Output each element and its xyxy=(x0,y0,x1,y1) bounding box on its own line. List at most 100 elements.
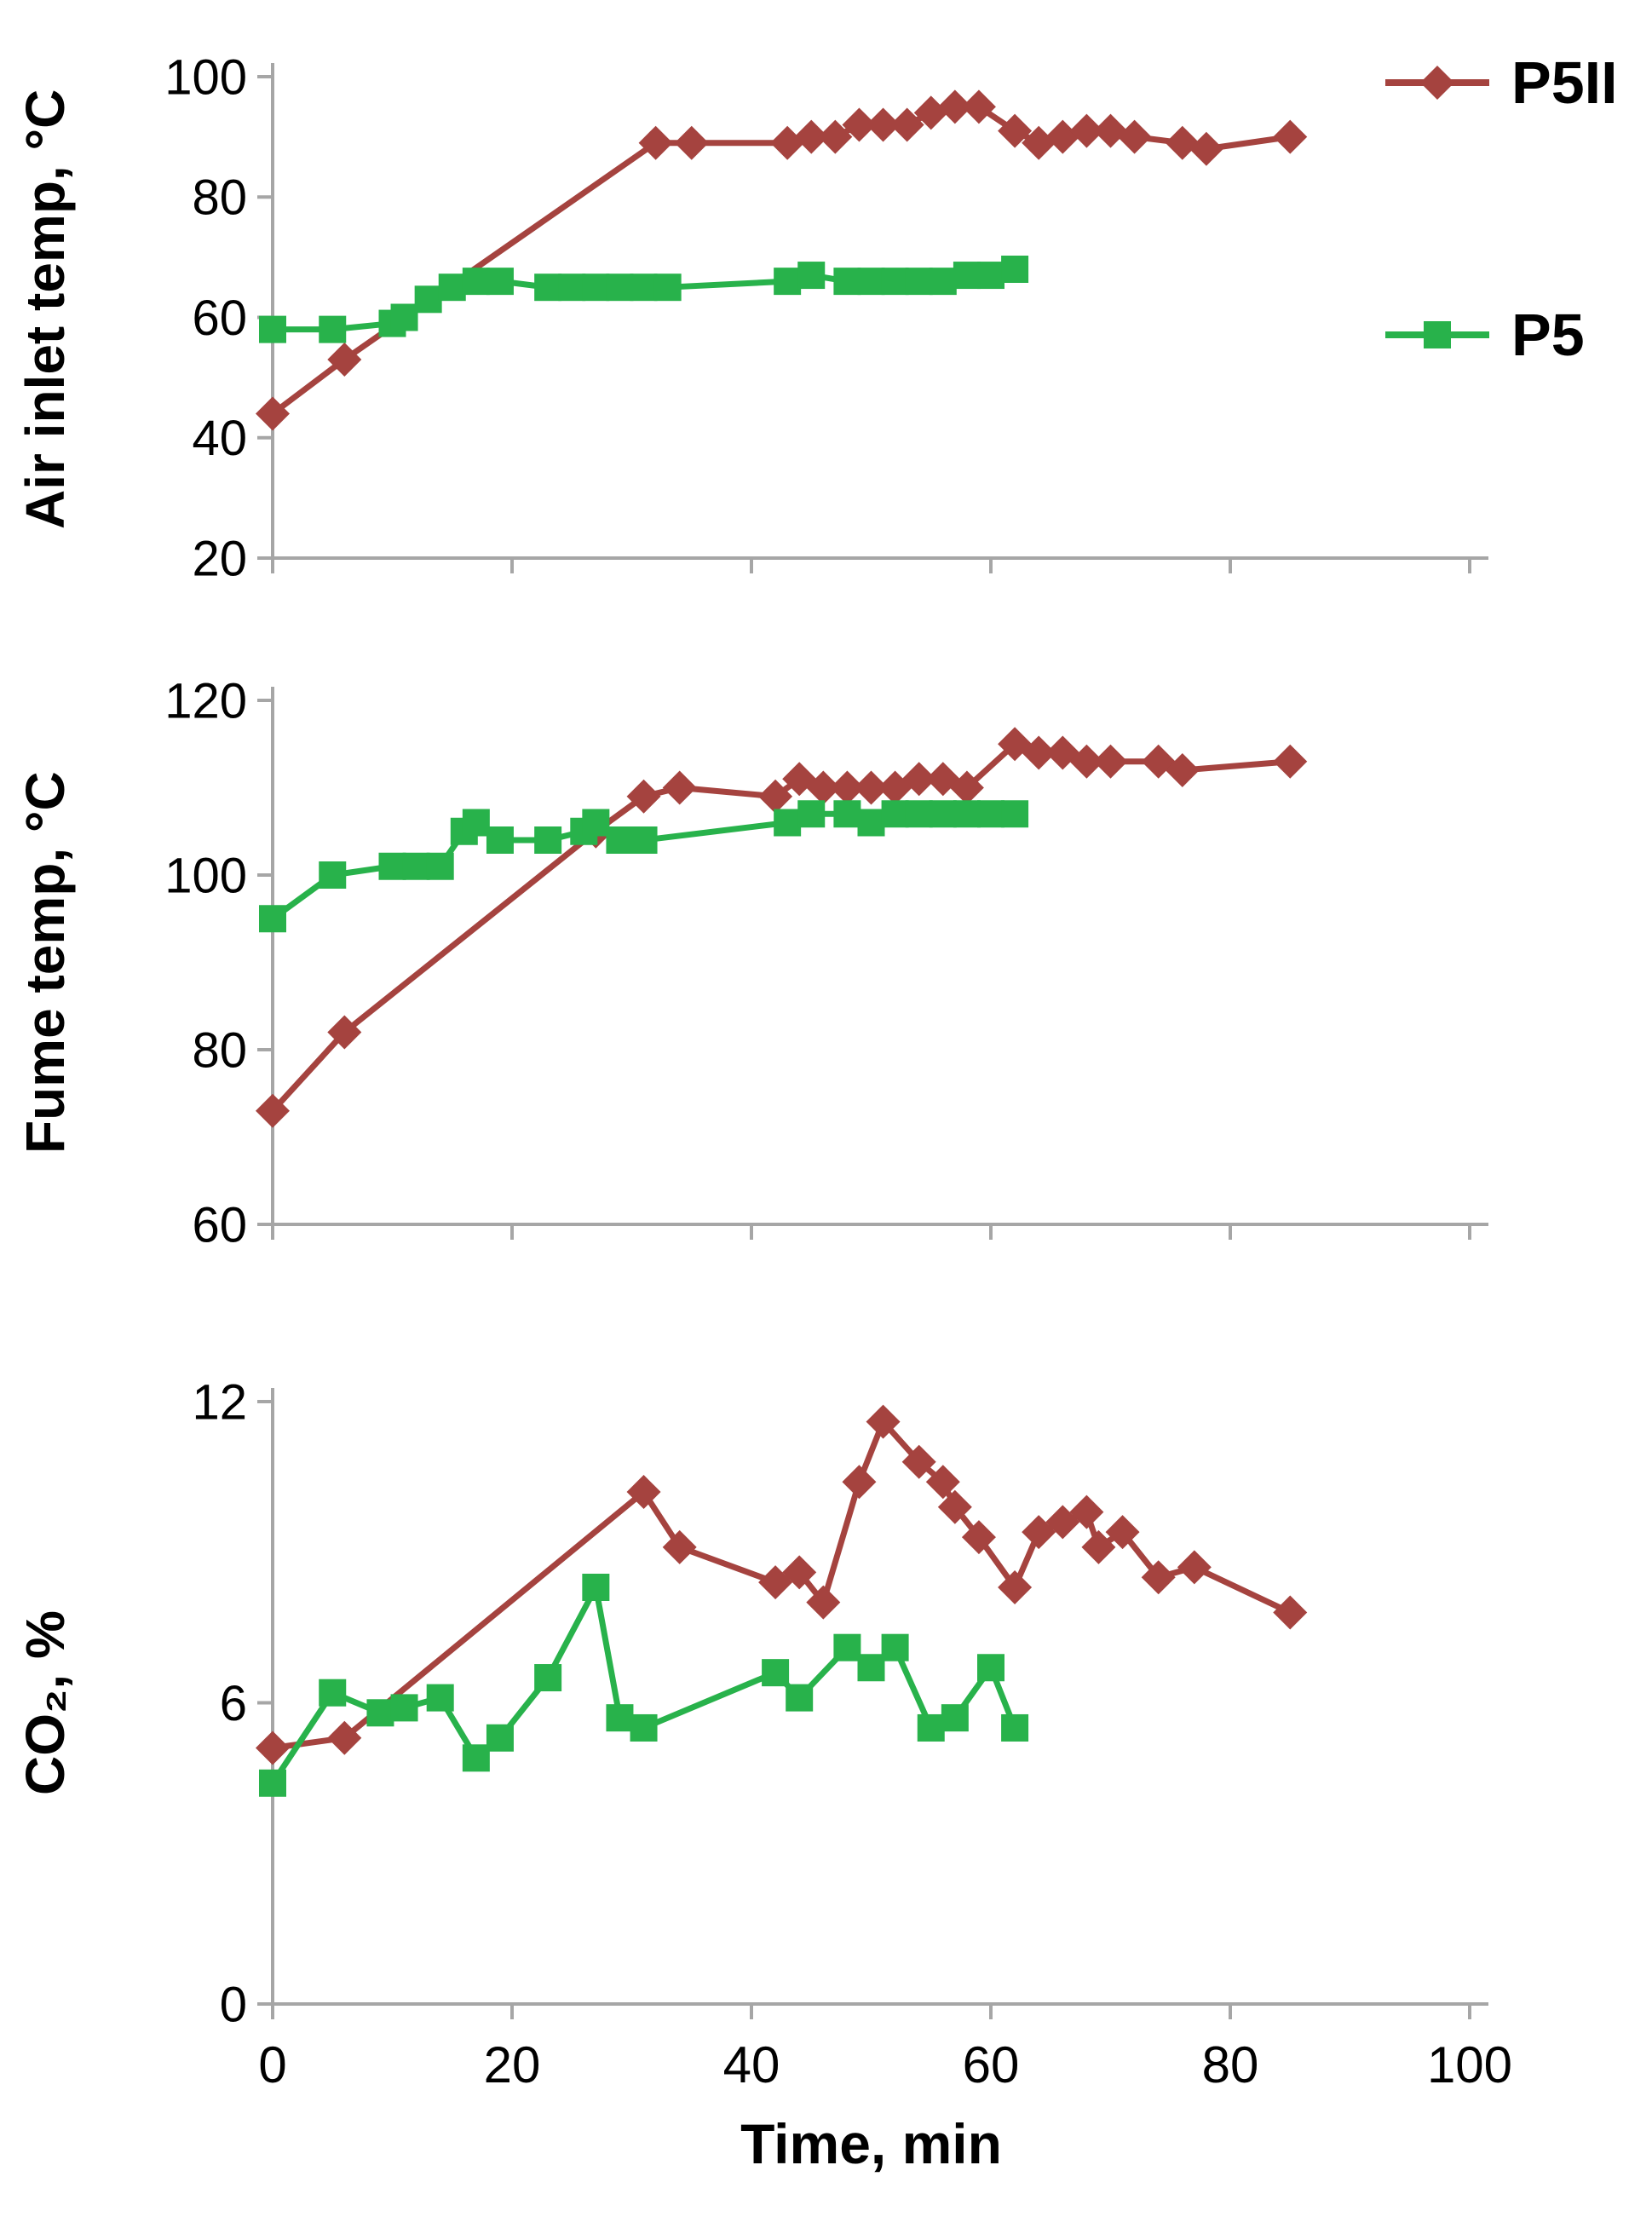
diamond-marker-icon xyxy=(256,1730,290,1765)
y-tick-label: 100 xyxy=(164,49,247,105)
square-marker-icon xyxy=(319,1679,347,1707)
square-marker-icon xyxy=(259,1769,286,1797)
diamond-marker-icon xyxy=(662,1529,697,1564)
y-tick-label: 80 xyxy=(192,1022,247,1078)
y-axis-title-co2: CO₂, % xyxy=(14,1610,76,1795)
p5ii-diamond-marker-icon xyxy=(1385,66,1489,100)
square-marker-icon xyxy=(917,1713,945,1742)
square-marker-icon xyxy=(259,315,286,343)
diamond-marker-icon xyxy=(1069,744,1104,779)
square-marker-icon xyxy=(426,852,454,880)
diamond-marker-icon xyxy=(758,779,793,814)
diamond-marker-icon xyxy=(1273,1595,1308,1630)
diamond-marker-icon xyxy=(818,119,853,154)
square-marker-icon xyxy=(1424,321,1451,348)
square-marker-icon xyxy=(486,268,514,296)
square-marker-icon xyxy=(941,1704,969,1732)
square-marker-icon xyxy=(977,1654,1004,1682)
diamond-marker-icon xyxy=(937,89,972,124)
square-marker-icon xyxy=(833,268,861,296)
square-marker-icon xyxy=(486,1724,514,1752)
y-tick-label: 60 xyxy=(192,1197,247,1252)
square-marker-icon xyxy=(857,268,885,296)
y-tick-label: 120 xyxy=(164,673,247,728)
series-p5ii-line xyxy=(269,1419,1293,1752)
square-marker-icon xyxy=(905,800,933,828)
diamond-marker-icon xyxy=(806,1585,841,1620)
diamond-marker-icon xyxy=(949,770,984,805)
square-marker-icon xyxy=(426,1684,454,1712)
diamond-marker-icon xyxy=(794,119,829,154)
square-marker-icon xyxy=(1001,1713,1029,1742)
diamond-marker-icon xyxy=(866,1404,901,1439)
diamond-marker-icon xyxy=(782,1555,817,1590)
diamond-marker-icon xyxy=(1105,1515,1140,1550)
diamond-marker-icon xyxy=(327,1015,362,1050)
square-marker-icon xyxy=(630,826,658,854)
square-marker-icon xyxy=(606,274,634,302)
diamond-marker-icon xyxy=(1117,119,1152,154)
diamond-marker-icon xyxy=(925,1465,960,1500)
chart-fume-temp: 60 80 100 120 xyxy=(164,673,1488,1252)
y-tick-label: 100 xyxy=(164,848,247,903)
square-marker-icon xyxy=(606,1704,634,1732)
diamond-marker-icon xyxy=(1273,119,1308,154)
square-marker-icon xyxy=(857,1654,885,1682)
diamond-marker-icon xyxy=(1141,1560,1176,1595)
diamond-marker-icon xyxy=(901,762,936,797)
x-tick-label: 60 xyxy=(963,2036,1020,2093)
diamond-marker-icon xyxy=(674,125,709,160)
diamond-marker-icon xyxy=(1069,1494,1104,1529)
y-tick-label: 0 xyxy=(220,1977,247,2032)
square-marker-icon xyxy=(905,268,933,296)
diamond-marker-icon xyxy=(626,779,661,814)
square-marker-icon xyxy=(881,268,909,296)
series-p5-line xyxy=(269,1584,1018,1787)
diamond-marker-icon xyxy=(1420,66,1454,100)
diamond-marker-icon xyxy=(638,125,673,160)
square-marker-icon xyxy=(582,274,610,302)
square-marker-icon xyxy=(762,1659,790,1687)
square-marker-icon xyxy=(953,262,981,290)
square-marker-icon xyxy=(534,826,562,854)
x-tick-label: 40 xyxy=(723,2036,780,2093)
y-tick-label: 20 xyxy=(192,531,247,586)
square-marker-icon xyxy=(797,800,826,828)
square-marker-icon xyxy=(319,861,347,889)
square-marker-icon xyxy=(1001,256,1029,283)
diamond-marker-icon xyxy=(937,1489,972,1524)
diamond-marker-icon xyxy=(256,396,290,431)
diamond-marker-icon xyxy=(866,107,901,142)
square-marker-icon xyxy=(833,1633,861,1661)
diamond-marker-icon xyxy=(842,1465,877,1500)
diamond-marker-icon xyxy=(830,770,865,805)
diamond-marker-icon xyxy=(256,1093,290,1128)
square-marker-icon xyxy=(653,274,682,302)
square-marker-icon xyxy=(534,1664,562,1692)
x-tick-label: 80 xyxy=(1202,2036,1259,2093)
diamond-marker-icon xyxy=(901,1444,936,1479)
square-marker-icon xyxy=(366,1699,394,1727)
diamond-marker-icon xyxy=(327,342,362,377)
diamond-marker-icon xyxy=(1093,113,1128,148)
square-marker-icon xyxy=(774,268,802,296)
y-tick-label: 40 xyxy=(192,411,247,466)
diamond-marker-icon xyxy=(1081,1529,1116,1564)
square-marker-icon xyxy=(881,1633,909,1661)
square-marker-icon xyxy=(378,852,406,880)
square-marker-icon xyxy=(1001,800,1029,828)
square-marker-icon xyxy=(606,826,634,854)
square-marker-icon xyxy=(462,809,490,837)
p5-square-marker-icon xyxy=(1385,321,1489,348)
square-marker-icon xyxy=(462,268,490,296)
square-marker-icon xyxy=(630,274,658,302)
legend-item-p5ii: P5II xyxy=(1382,53,1618,112)
legend-label-p5ii: P5II xyxy=(1511,49,1618,116)
square-marker-icon xyxy=(462,1744,490,1772)
square-marker-icon xyxy=(833,800,861,828)
diamond-marker-icon xyxy=(998,1569,1033,1604)
square-marker-icon xyxy=(390,1694,418,1722)
square-marker-icon xyxy=(786,1684,814,1712)
y-axis-title-fume-temp: Fume temp, °C xyxy=(14,771,76,1154)
